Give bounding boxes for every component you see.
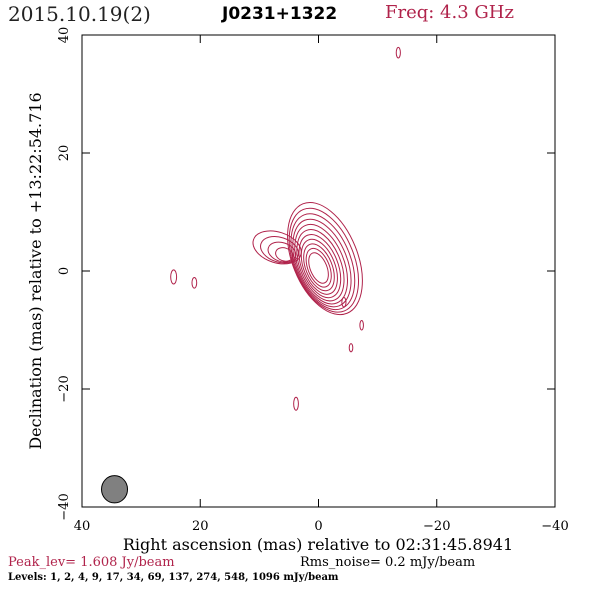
component-contour bbox=[170, 269, 178, 285]
contour-level bbox=[294, 223, 348, 305]
jet-contour bbox=[260, 236, 299, 264]
y-tick-label: −40 bbox=[57, 493, 72, 520]
x-tick-label: 0 bbox=[314, 519, 322, 534]
peak-level: Peak_lev= 1.608 Jy/beam bbox=[8, 555, 175, 570]
x-tick-label: 20 bbox=[192, 519, 209, 534]
contour-level bbox=[292, 218, 352, 308]
rms-noise: Rms_noise= 0.2 mJy/beam bbox=[300, 555, 476, 570]
y-tick-label: 40 bbox=[57, 27, 72, 44]
y-tick-label: −20 bbox=[57, 375, 72, 402]
source-name: J0231+1322 bbox=[222, 4, 338, 24]
component-contour bbox=[359, 320, 364, 331]
jet-components bbox=[170, 46, 401, 411]
contour-level bbox=[298, 234, 342, 299]
x-axis-label: Right ascension (mas) relative to 02:31:… bbox=[123, 535, 513, 554]
axis-ticks: 40 20 0 −20 −40 −40 −20 0 20 40 bbox=[57, 27, 569, 534]
plot-frame bbox=[81, 34, 556, 508]
component-contour bbox=[348, 343, 354, 353]
x-tick-label: 40 bbox=[74, 519, 91, 534]
y-tick-label: 20 bbox=[57, 145, 72, 162]
contour-levels: Levels: 1, 2, 4, 9, 17, 34, 69, 137, 274… bbox=[8, 572, 339, 583]
contour-level bbox=[290, 213, 356, 311]
component-contour bbox=[191, 276, 198, 289]
x-tick-label: −20 bbox=[423, 519, 450, 534]
jet-contour bbox=[267, 241, 297, 263]
beam-shape bbox=[101, 475, 129, 504]
x-tick-label: −40 bbox=[541, 519, 568, 534]
contour-lines bbox=[252, 201, 363, 316]
component-contour bbox=[395, 46, 401, 59]
contour-level bbox=[300, 238, 338, 295]
epoch-date: 2015.10.19(2) bbox=[8, 2, 151, 26]
contour-level bbox=[308, 252, 329, 284]
jet-contour bbox=[275, 247, 294, 262]
y-tick-label: 0 bbox=[57, 267, 72, 275]
beam-ellipse bbox=[101, 475, 129, 504]
component-contour bbox=[341, 297, 347, 308]
contour-level bbox=[288, 207, 359, 313]
y-axis-label: Declination (mas) relative to +13:22:54.… bbox=[26, 92, 45, 449]
frequency-label: Freq: 4.3 GHz bbox=[385, 2, 514, 23]
component-contour bbox=[293, 396, 299, 411]
contour-level bbox=[305, 247, 332, 288]
contour-level bbox=[296, 229, 345, 302]
contour-level bbox=[287, 201, 363, 316]
jet-contour bbox=[252, 230, 302, 265]
contour-level bbox=[303, 243, 335, 292]
